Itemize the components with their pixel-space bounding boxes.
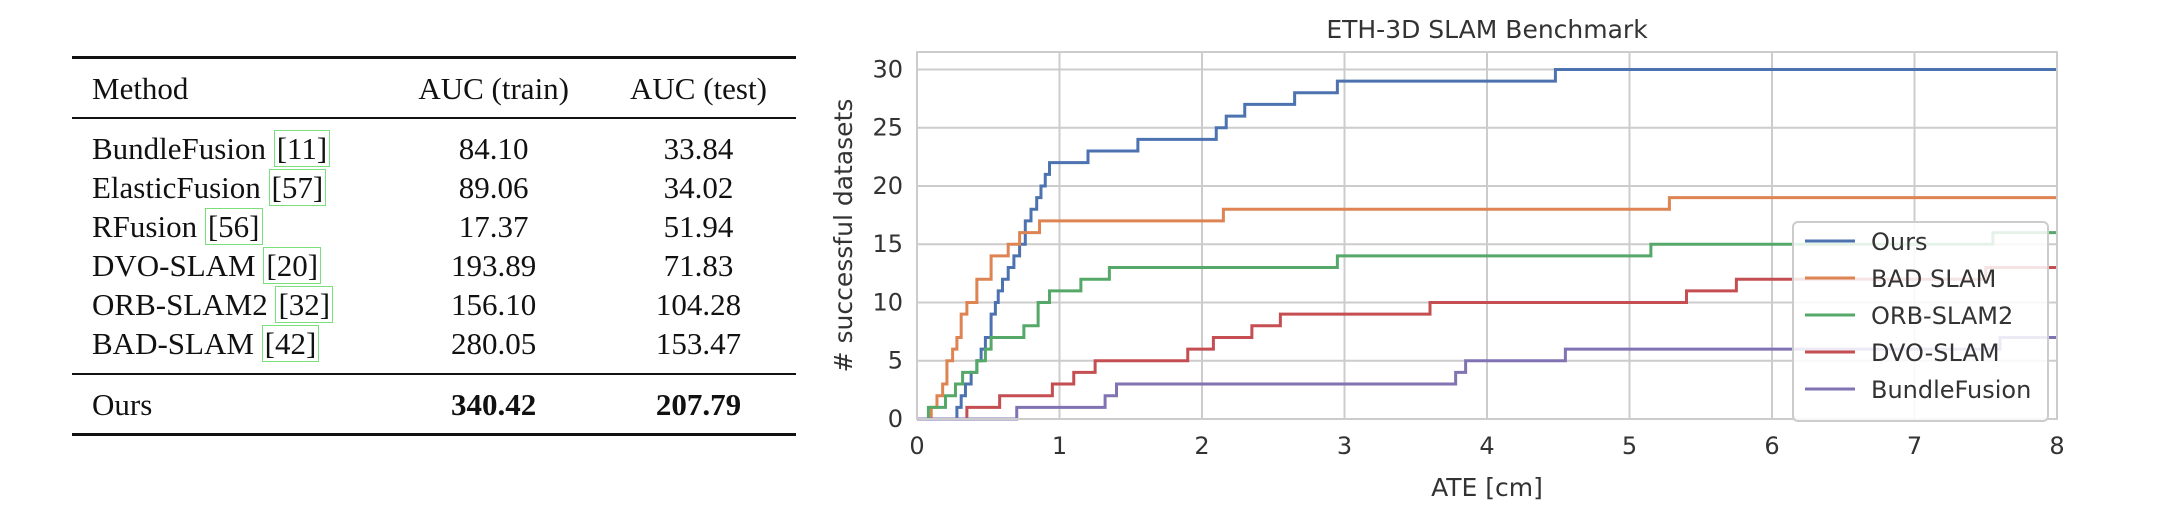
- legend-label: BundleFusion: [1871, 376, 2031, 404]
- citation-link[interactable]: [56]: [204, 208, 263, 245]
- series-line-orb-slam2: [917, 231, 2057, 421]
- method-cell: ORB-SLAM2 [32]: [72, 285, 386, 324]
- citation-link[interactable]: [32]: [275, 286, 334, 323]
- auc-test-cell: 51.94: [663, 209, 734, 244]
- legend-label: ORB-SLAM2: [1871, 302, 2013, 330]
- method-cell: RFusion [56]: [72, 207, 386, 246]
- citation-link[interactable]: [20]: [263, 247, 322, 284]
- x-tick-label: 8: [2049, 432, 2064, 460]
- method-cell: DVO-SLAM [20]: [72, 246, 386, 285]
- y-tick-label: 20: [872, 172, 903, 200]
- chart-title: ETH-3D SLAM Benchmark: [1326, 15, 1648, 44]
- citation-link[interactable]: [57]: [268, 169, 327, 206]
- x-axis-label: ATE [cm]: [1431, 473, 1543, 502]
- auc-test-cell: 71.83: [663, 248, 734, 283]
- legend-label: DVO-SLAM: [1871, 339, 2000, 367]
- y-tick-label: 25: [872, 114, 903, 142]
- series-lines: [917, 67, 2057, 421]
- citation-link[interactable]: [11]: [273, 130, 331, 167]
- x-tick-label: 6: [1764, 432, 1779, 460]
- legend-label: BAD SLAM: [1871, 265, 1996, 293]
- series-line-bundlefusion: [917, 335, 2057, 421]
- auc-train-cell: 17.37: [458, 209, 529, 244]
- method-cell: Ours: [92, 386, 153, 422]
- axis-ticks: 0 1 2 3 4 5 6 7 8 0 5 10 15 20 25 30: [872, 55, 2064, 460]
- x-tick-label: 2: [1194, 432, 1209, 460]
- auc-test-cell: 153.47: [655, 326, 742, 361]
- table-row-ours: Ours 340.42 207.79: [72, 374, 796, 435]
- results-table: Method AUC (train) AUC (test) BundleFusi…: [72, 56, 796, 436]
- citation-link[interactable]: [42]: [261, 325, 320, 362]
- table-row: BAD-SLAM [42] 280.05 153.47: [72, 324, 796, 374]
- table-body: BundleFusion [11] 84.10 33.84 ElasticFus…: [72, 118, 796, 374]
- header-auc-test: AUC (test): [630, 70, 767, 106]
- x-tick-label: 4: [1479, 432, 1494, 460]
- auc-train-cell: 193.89: [451, 248, 537, 283]
- y-tick-label: 10: [872, 288, 903, 316]
- auc-test-cell: 33.84: [663, 131, 734, 166]
- table-row: ORB-SLAM2 [32] 156.10 104.28: [72, 285, 796, 324]
- x-tick-label: 1: [1052, 432, 1067, 460]
- x-tick-label: 5: [1622, 432, 1637, 460]
- x-tick-label: 0: [909, 432, 924, 460]
- auc-test-cell: 104.28: [655, 287, 742, 322]
- method-cell: ElasticFusion [57]: [72, 168, 386, 207]
- method-name: BundleFusion: [92, 131, 266, 166]
- table-row: DVO-SLAM [20] 193.89 71.83: [72, 246, 796, 285]
- table-ours-section: Ours 340.42 207.79: [72, 374, 796, 435]
- method-name: DVO-SLAM: [92, 248, 256, 283]
- method-name: BAD-SLAM: [92, 326, 254, 361]
- auc-test-cell: 207.79: [655, 386, 742, 422]
- auc-train-cell: 84.10: [458, 131, 529, 166]
- table-header-row: Method AUC (train) AUC (test): [72, 57, 796, 118]
- table-row: ElasticFusion [57] 89.06 34.02: [72, 168, 796, 207]
- header-auc-train: AUC (train): [418, 70, 569, 106]
- y-axis-label: # successful datasets: [829, 99, 858, 373]
- x-tick-label: 7: [1907, 432, 1922, 460]
- method-cell: BundleFusion [11]: [72, 118, 386, 168]
- y-tick-label: 0: [888, 405, 903, 433]
- header-method: Method: [92, 70, 189, 106]
- method-name: RFusion: [92, 209, 198, 244]
- method-name: ORB-SLAM2: [92, 287, 268, 322]
- legend: Ours BAD SLAM ORB-SLAM2 DVO-SLAM BundleFusio…: [1792, 221, 2049, 422]
- auc-train-cell: 156.10: [451, 287, 537, 322]
- auc-test-cell: 34.02: [663, 170, 734, 205]
- plot-frame: [916, 51, 2058, 420]
- legend-box: [1792, 221, 2049, 422]
- method-name: ElasticFusion: [92, 170, 261, 205]
- auc-train-cell: 340.42: [451, 386, 537, 422]
- method-cell: BAD-SLAM [42]: [72, 324, 386, 374]
- y-tick-label: 15: [872, 230, 903, 258]
- y-tick-label: 30: [872, 55, 903, 83]
- auc-train-cell: 280.05: [451, 326, 537, 361]
- table-row: RFusion [56] 17.37 51.94: [72, 207, 796, 246]
- legend-label: Ours: [1871, 228, 1927, 256]
- series-line-dvo-slam: [917, 266, 2057, 421]
- x-tick-label: 3: [1337, 432, 1352, 460]
- table-row: BundleFusion [11] 84.10 33.84: [72, 118, 796, 168]
- series-line-bad-slam: [917, 196, 2057, 421]
- auc-train-cell: 89.06: [458, 170, 529, 205]
- y-tick-label: 5: [888, 347, 903, 375]
